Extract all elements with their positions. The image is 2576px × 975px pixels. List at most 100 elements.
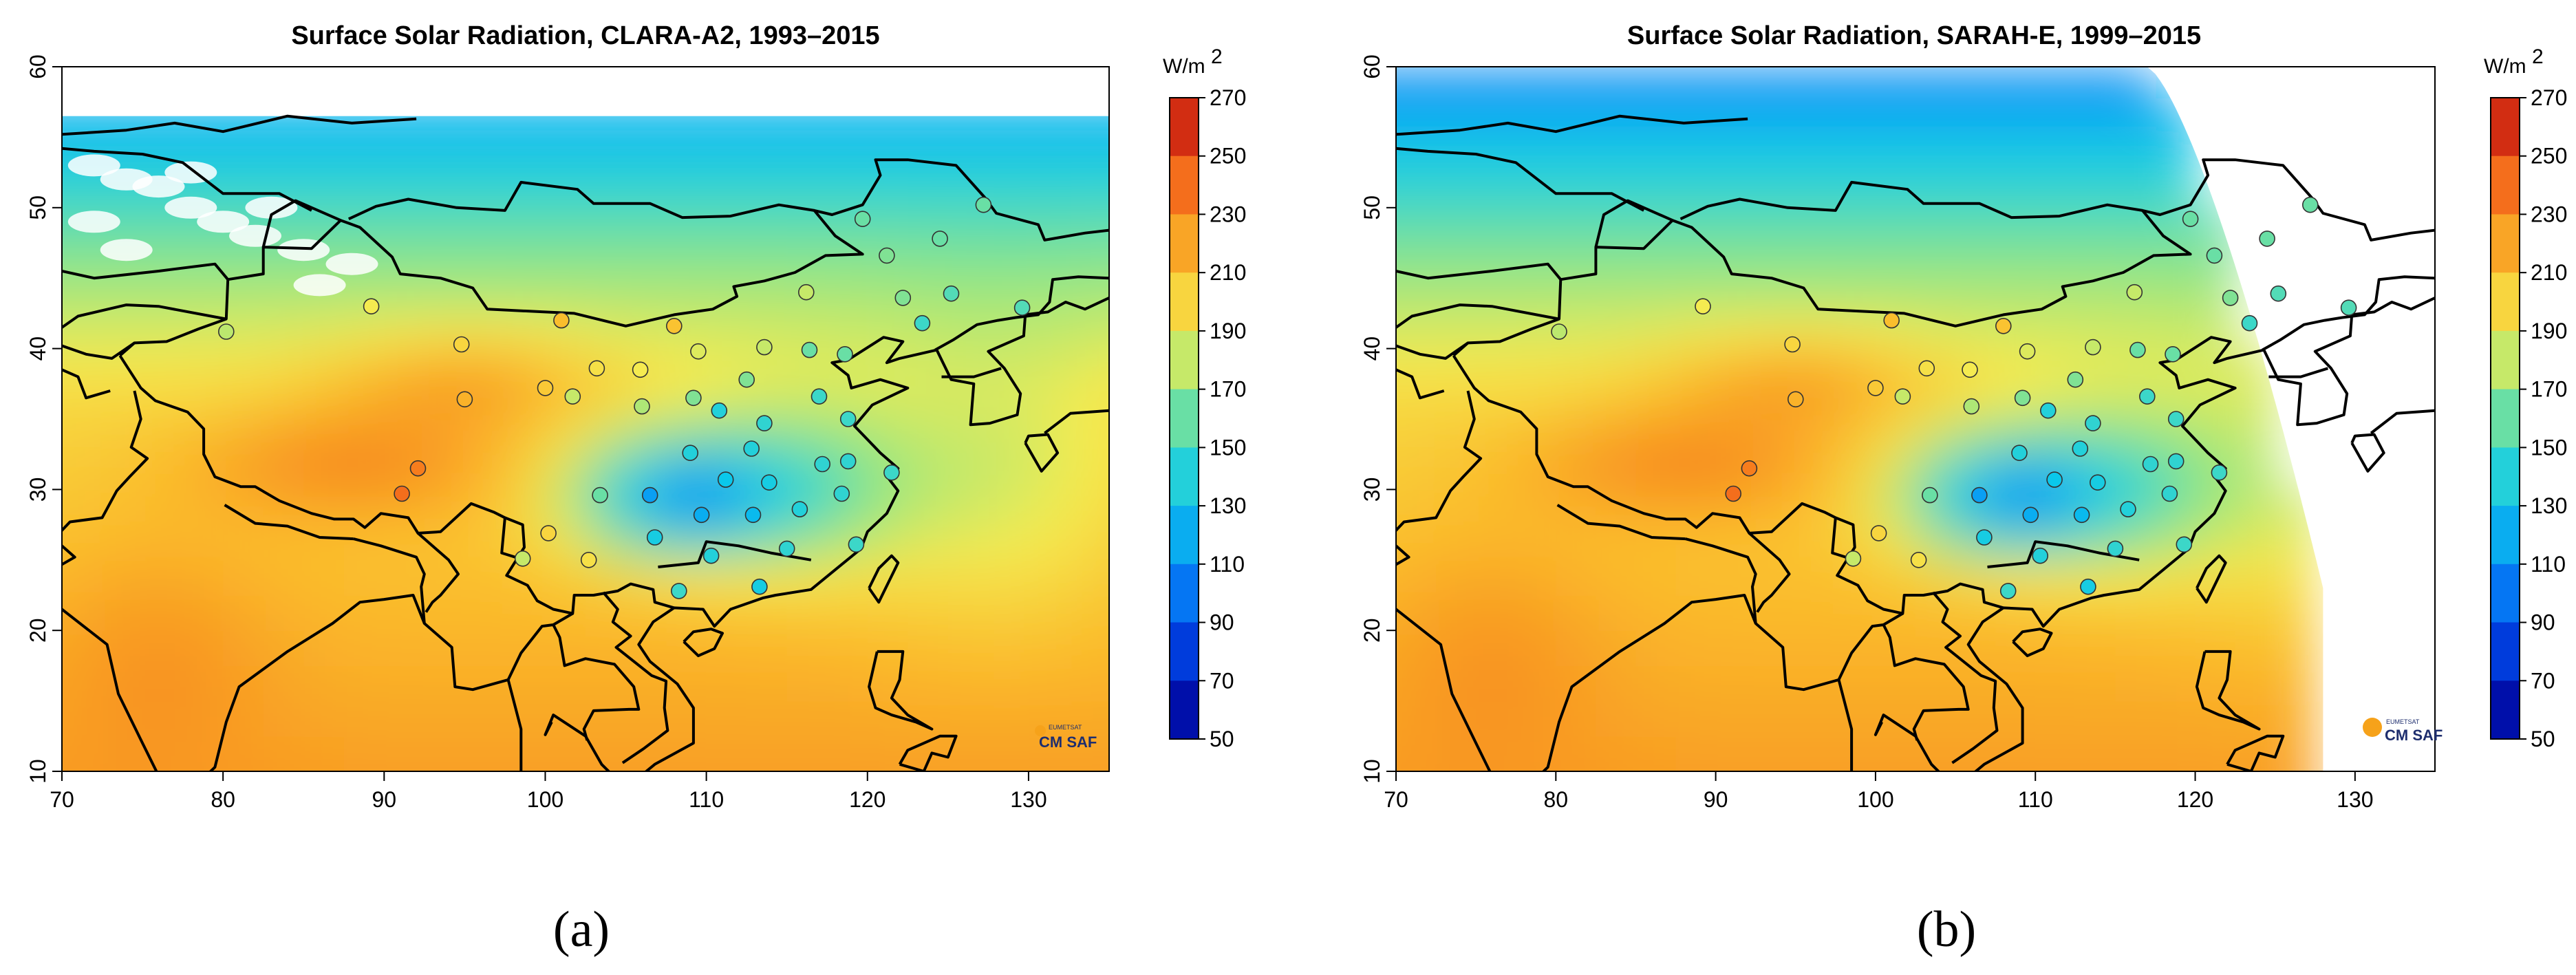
heat-cell bbox=[1516, 630, 1557, 667]
heat-cell bbox=[62, 102, 63, 138]
heat-cell bbox=[908, 419, 949, 456]
colorbar-segment bbox=[2491, 622, 2520, 681]
station-marker bbox=[2139, 388, 2156, 405]
heat-cell bbox=[424, 700, 466, 737]
station-marker bbox=[685, 389, 702, 407]
heat-cell bbox=[263, 595, 305, 632]
heat-cell bbox=[1596, 595, 1637, 632]
heat-cell bbox=[1675, 348, 1717, 385]
heat-cell bbox=[1715, 630, 1757, 667]
colorbar-segment bbox=[2491, 564, 2520, 623]
heat-cell bbox=[786, 665, 828, 702]
heat-cell bbox=[1109, 349, 1150, 385]
station-marker bbox=[2067, 371, 2084, 388]
heat-cell bbox=[1915, 383, 1957, 420]
heat-cell bbox=[2035, 806, 2076, 842]
heat-cell bbox=[1396, 454, 1437, 491]
heat-cell bbox=[1635, 313, 1677, 350]
heat-cell bbox=[1316, 67, 1357, 103]
heat-cell bbox=[1596, 313, 1637, 350]
heat-cell bbox=[1596, 67, 1637, 103]
station-marker bbox=[2167, 453, 2185, 470]
heat-cell bbox=[2115, 700, 2156, 737]
x-tick-label: 100 bbox=[1857, 787, 1893, 812]
heat-cell bbox=[625, 419, 667, 456]
heat-cell bbox=[1635, 383, 1677, 420]
heat-cell bbox=[1915, 207, 1957, 244]
heat-cell bbox=[1675, 559, 1717, 596]
heat-cell bbox=[1069, 172, 1109, 208]
heat-cell bbox=[1835, 313, 1876, 350]
heat-cell bbox=[1069, 313, 1109, 350]
heat-cell bbox=[1396, 137, 1397, 173]
heat-cell bbox=[504, 243, 546, 279]
heat-cell bbox=[586, 454, 627, 491]
heat-cell bbox=[1069, 419, 1109, 456]
coastline bbox=[2350, 433, 2385, 473]
heat-cell bbox=[1835, 172, 1876, 208]
colorbar-tick-label: 190 bbox=[1210, 319, 1246, 343]
heat-cell bbox=[1955, 207, 1997, 244]
heat-cell bbox=[2115, 771, 2156, 807]
heat-cell bbox=[2115, 67, 2156, 103]
heat-cell bbox=[142, 383, 184, 420]
heat-cell bbox=[586, 207, 627, 244]
heat-cell bbox=[2235, 806, 2276, 842]
heat-cell bbox=[1835, 137, 1876, 173]
x-tick-label: 130 bbox=[2337, 787, 2373, 812]
heat-cell bbox=[706, 419, 748, 456]
heat-cell bbox=[947, 207, 989, 244]
station-marker bbox=[363, 298, 380, 315]
heat-cell bbox=[1396, 700, 1437, 737]
heat-cell bbox=[1028, 736, 1070, 771]
heat-cell bbox=[1795, 559, 1836, 596]
heat-cell bbox=[1476, 67, 1517, 103]
heat-cell bbox=[586, 383, 627, 420]
coastline bbox=[1024, 433, 1060, 473]
heat-cell bbox=[223, 278, 264, 314]
heat-cell bbox=[1795, 419, 1836, 456]
heat-cell bbox=[786, 172, 828, 208]
station-marker bbox=[778, 540, 795, 557]
heat-cell bbox=[1875, 736, 1916, 771]
heat-cell bbox=[2115, 630, 2156, 667]
heat-cell bbox=[424, 489, 466, 526]
heat-cell bbox=[0, 243, 22, 279]
heat-cell bbox=[384, 665, 425, 702]
heat-cell bbox=[182, 736, 224, 771]
coastline bbox=[2268, 367, 2328, 378]
coastline bbox=[118, 158, 1109, 357]
station-marker bbox=[2080, 578, 2096, 595]
heat-cell bbox=[988, 383, 1029, 420]
heat-cell bbox=[1995, 67, 2037, 103]
heat-cell bbox=[263, 419, 305, 456]
panel-a-axes: 70 80 90 100 110 120 130 10 20 30 40 50 60 bbox=[25, 54, 1047, 812]
heat-cell bbox=[1795, 313, 1836, 350]
station-marker bbox=[1962, 361, 1978, 378]
heat-cell bbox=[1715, 736, 1757, 771]
heat-cell bbox=[1516, 595, 1557, 632]
heat-cell bbox=[1675, 102, 1717, 138]
heat-cell bbox=[1755, 700, 1796, 737]
heat-cell bbox=[1835, 207, 1876, 244]
heat-cell bbox=[62, 806, 103, 842]
heat-cell bbox=[948, 771, 989, 807]
heat-cell bbox=[988, 700, 1029, 737]
heat-cell bbox=[1028, 313, 1070, 350]
heat-cell bbox=[747, 665, 788, 702]
heat-cell bbox=[2075, 383, 2116, 420]
heat-cell bbox=[706, 665, 748, 702]
heat-cell bbox=[223, 524, 264, 561]
heat-cell bbox=[182, 489, 224, 526]
heat-cell bbox=[625, 736, 667, 771]
heat-cell bbox=[1675, 67, 1717, 103]
heat-cell bbox=[1476, 489, 1517, 526]
station-marker bbox=[814, 456, 830, 473]
heat-cell bbox=[102, 736, 143, 771]
heat-cell bbox=[303, 700, 345, 737]
heat-cell bbox=[2075, 67, 2116, 103]
heat-cell bbox=[303, 806, 345, 842]
heat-cell bbox=[868, 806, 909, 842]
station-marker bbox=[1013, 299, 1031, 317]
station-marker bbox=[540, 525, 557, 542]
